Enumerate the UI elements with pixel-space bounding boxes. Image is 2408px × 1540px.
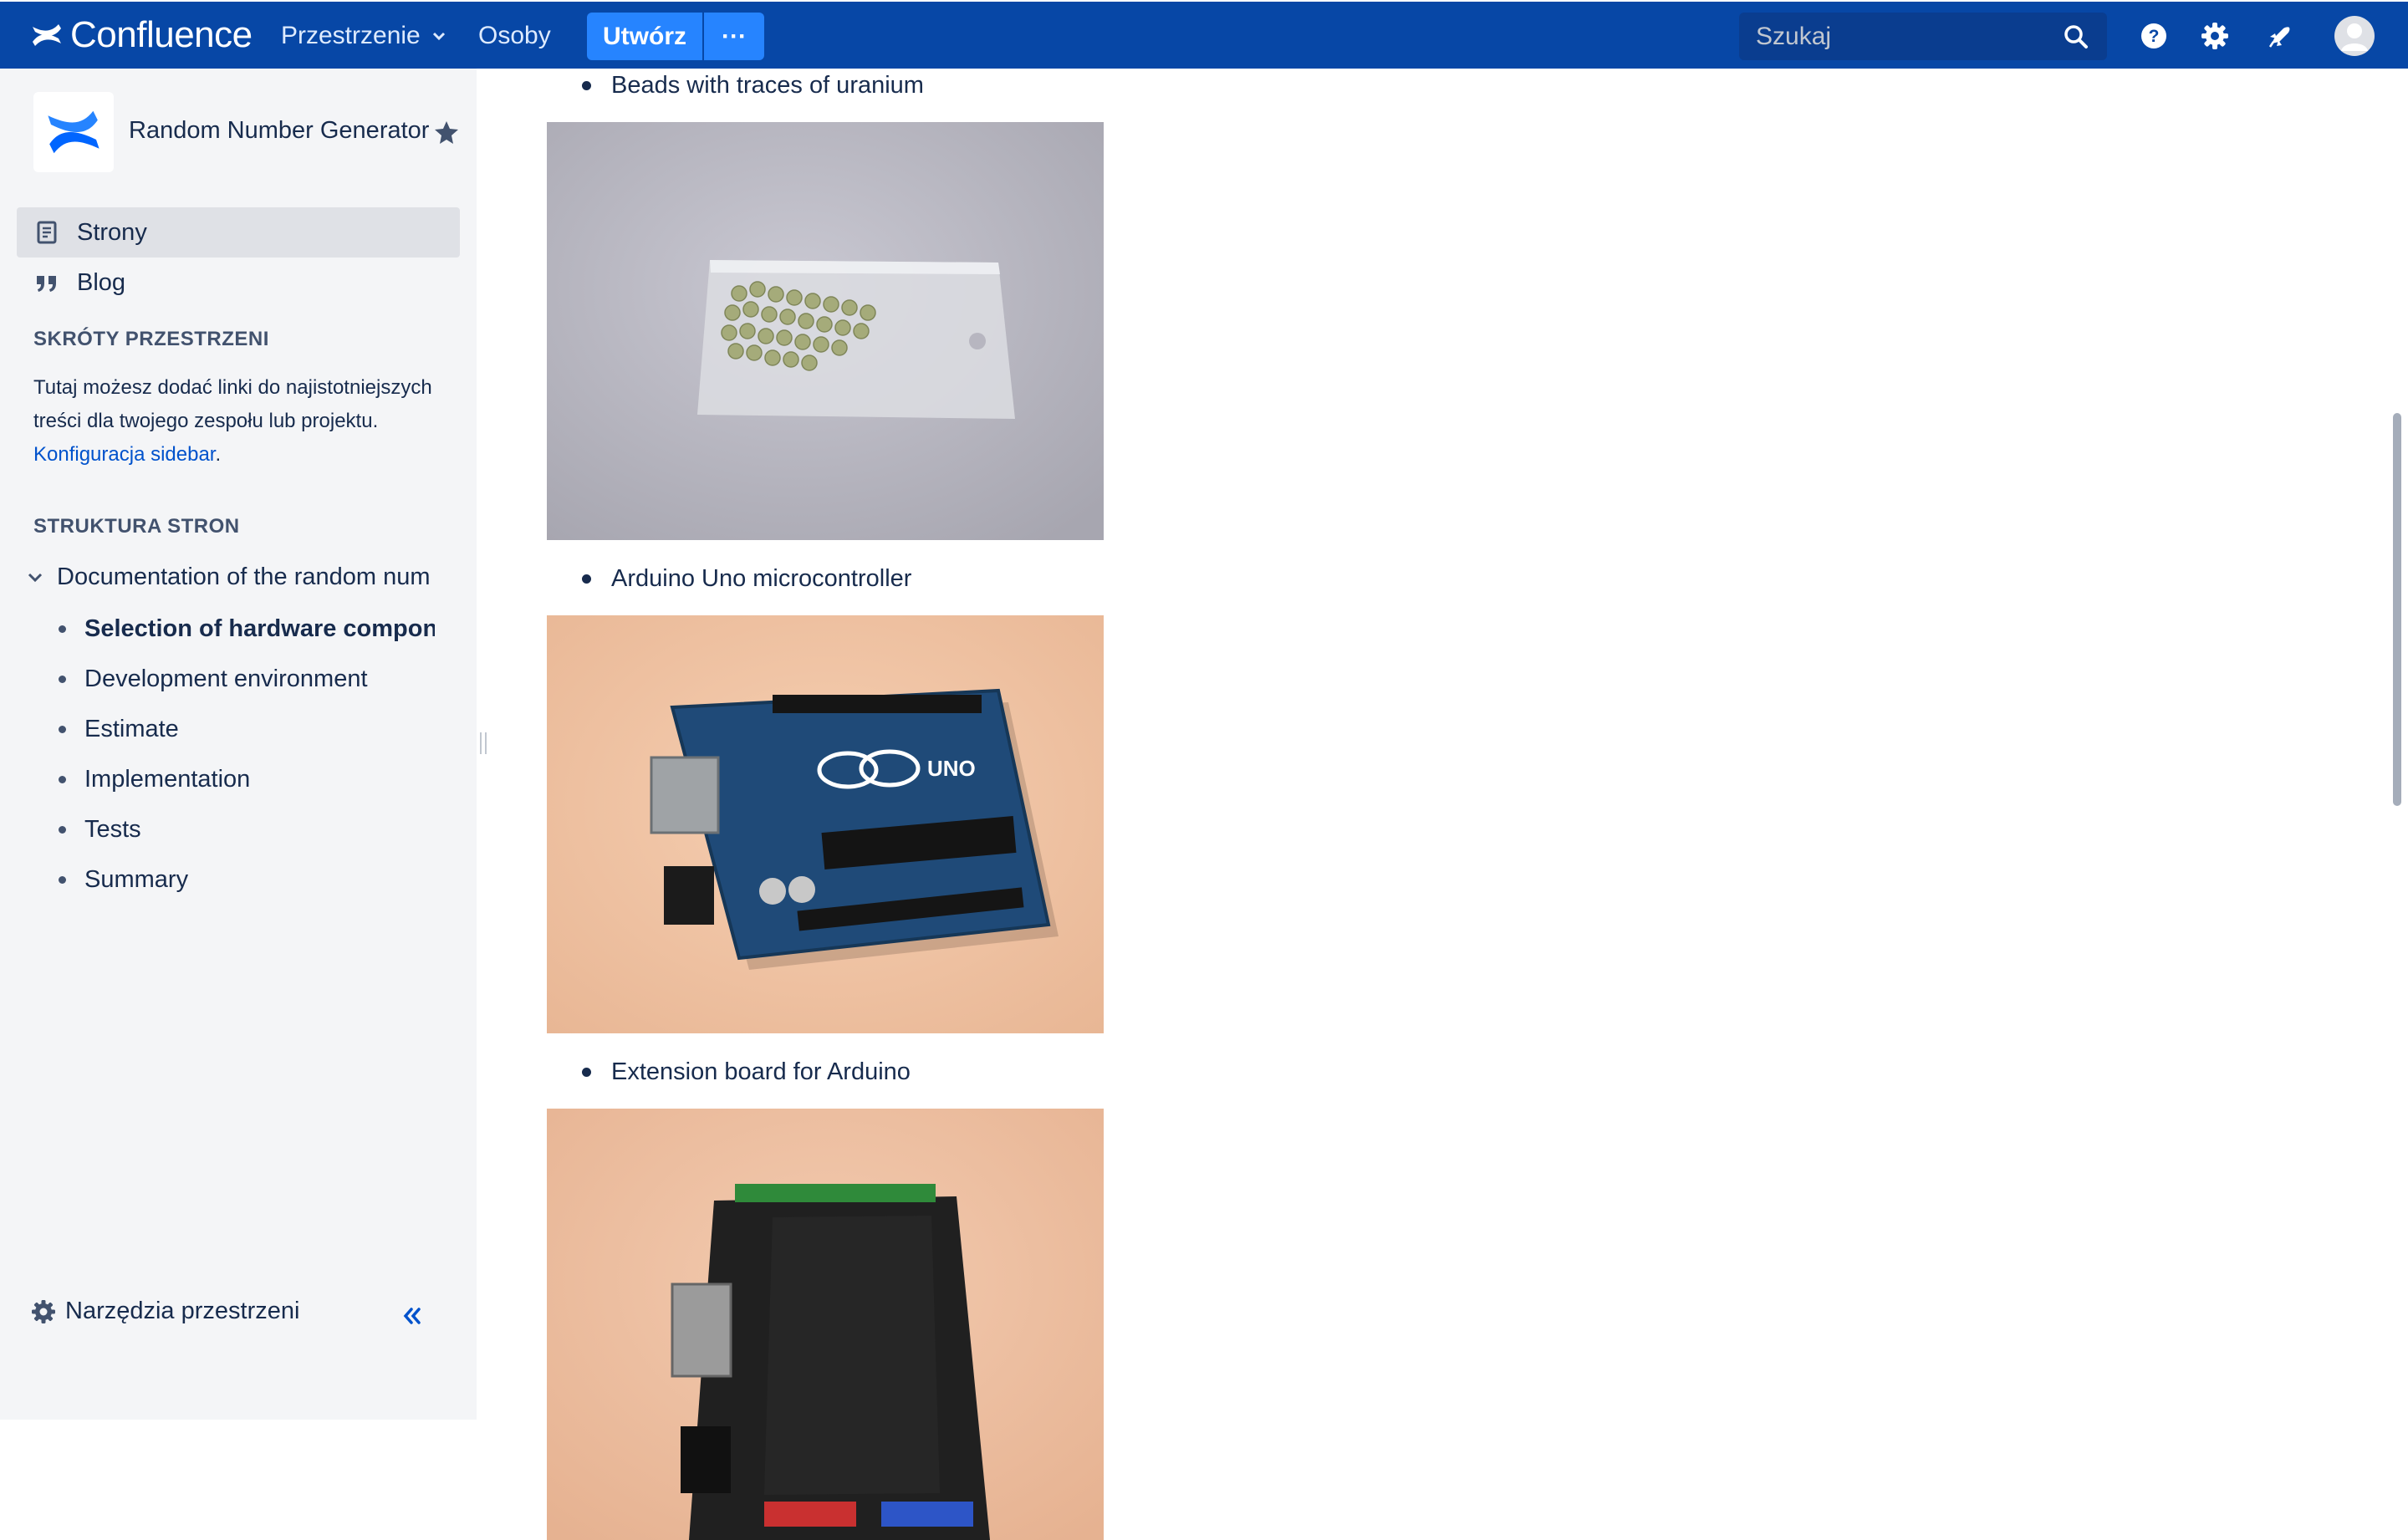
sidebar-resize-handle[interactable]: [480, 732, 487, 754]
sidebar: Random Number Generator Strony Blog SKRÓ…: [0, 69, 477, 1420]
page-tree-heading: STRUKTURA STRON: [33, 515, 240, 538]
bullet-dot: [582, 81, 591, 90]
extension-board-photo[interactable]: [547, 1109, 1104, 1540]
pages-icon: [37, 221, 57, 244]
confluence-logo-icon: [33, 24, 61, 46]
configure-sidebar-link[interactable]: Konfiguracja sidebar: [33, 443, 216, 466]
tree-root-item[interactable]: Documentation of the random num: [25, 560, 431, 594]
quote-icon: [37, 276, 56, 292]
user-icon: [2341, 23, 2368, 51]
list-item-text: Beads with traces of uranium: [611, 72, 924, 99]
nav-spaces-dropdown[interactable]: Przestrzenie: [281, 18, 447, 54]
bullet-dot: [59, 725, 66, 733]
svg-text:?: ?: [2149, 27, 2160, 46]
list-item: Arduino Uno microcontroller: [582, 565, 911, 593]
tree-item-label: Development environment: [84, 665, 368, 692]
shortcuts-text: Tutaj możesz dodać linki do najistotniej…: [33, 376, 432, 432]
bullet-dot: [59, 625, 66, 633]
space-avatar[interactable]: [33, 92, 114, 172]
space-logo-icon: [48, 110, 99, 154]
bullet-dot: [59, 675, 66, 683]
arduino-image: UNO: [547, 615, 1104, 1033]
collapse-sidebar-icon[interactable]: [396, 1301, 426, 1331]
tree-item[interactable]: Tests: [59, 813, 435, 846]
shortcuts-heading: SKRÓTY PRZESTRZENI: [33, 328, 269, 350]
space-tools-label: Narzędzia przestrzeni: [65, 1298, 300, 1324]
create-button[interactable]: Utwórz: [587, 13, 702, 60]
tree-item[interactable]: Summary: [59, 863, 435, 896]
tree-item-label: Implementation: [84, 765, 251, 793]
tree-item-label: Tests: [84, 815, 141, 843]
star-icon[interactable]: [433, 119, 460, 145]
settings-icon[interactable]: [2199, 20, 2231, 52]
list-item-text: Extension board for Arduino: [611, 1058, 911, 1085]
gear-icon: [32, 1299, 55, 1323]
sidebar-item-pages[interactable]: Strony: [17, 207, 460, 258]
tree-item-label: Estimate: [84, 715, 179, 742]
tree-item[interactable]: Selection of hardware compon: [59, 612, 435, 645]
svg-text:UNO: UNO: [927, 756, 976, 781]
page-scrollbar[interactable]: [2393, 413, 2401, 806]
beads-image: [547, 122, 1104, 540]
top-navigation: Confluence Przestrzenie Osoby Utwórz ···…: [0, 0, 2408, 69]
bullet-dot: [582, 1068, 591, 1077]
sidebar-item-label: Strony: [77, 218, 147, 246]
search-placeholder: Szukaj: [1756, 22, 1832, 50]
arduino-uno-photo[interactable]: UNO: [547, 615, 1104, 1033]
list-item: Extension board for Arduino: [582, 1058, 911, 1086]
bullet-dot: [59, 825, 66, 834]
bullet-dot: [582, 574, 591, 584]
search-input[interactable]: Szukaj: [1739, 13, 2107, 60]
chevron-down-icon[interactable]: [25, 567, 45, 587]
search-icon: [2064, 25, 2088, 48]
nav-people-link[interactable]: Osoby: [478, 18, 551, 54]
nav-people-label: Osoby: [478, 22, 551, 49]
avatar[interactable]: [2334, 16, 2375, 56]
tree-item-label: Selection of hardware compon: [84, 614, 435, 642]
tree-root-label: Documentation of the random num: [57, 563, 431, 590]
list-item: Beads with traces of uranium: [582, 72, 924, 99]
tree-item[interactable]: Implementation: [59, 762, 435, 796]
sidebar-item-blog[interactable]: Blog: [17, 258, 460, 308]
list-item-text: Arduino Uno microcontroller: [611, 565, 912, 592]
create-more-button[interactable]: ···: [704, 13, 764, 60]
space-tools-button[interactable]: Narzędzia przestrzeni: [30, 1298, 299, 1325]
extension-board-image: [547, 1109, 1104, 1540]
bag-of-beads-photo[interactable]: [547, 122, 1104, 540]
bullet-dot: [59, 775, 66, 783]
confluence-logo[interactable]: Confluence: [30, 13, 253, 57]
brand-name: Confluence: [70, 14, 253, 55]
tree-item[interactable]: Estimate: [59, 712, 435, 746]
space-title[interactable]: Random Number Generator: [129, 117, 430, 144]
tree-item[interactable]: Development environment: [59, 662, 435, 696]
more-icon: ···: [722, 22, 747, 50]
chevron-down-icon: [432, 32, 445, 41]
create-button-label: Utwórz: [603, 22, 686, 50]
tree-item-label: Summary: [84, 865, 189, 893]
bullet-dot: [59, 875, 66, 884]
help-icon[interactable]: ?: [2138, 20, 2170, 52]
nav-spaces-label: Przestrzenie: [281, 22, 421, 49]
sidebar-item-label: Blog: [77, 268, 126, 296]
notifications-icon[interactable]: [2263, 20, 2295, 52]
shortcuts-description: Tutaj możesz dodać linki do najistotniej…: [33, 371, 452, 472]
shortcuts-tail: .: [215, 443, 222, 466]
